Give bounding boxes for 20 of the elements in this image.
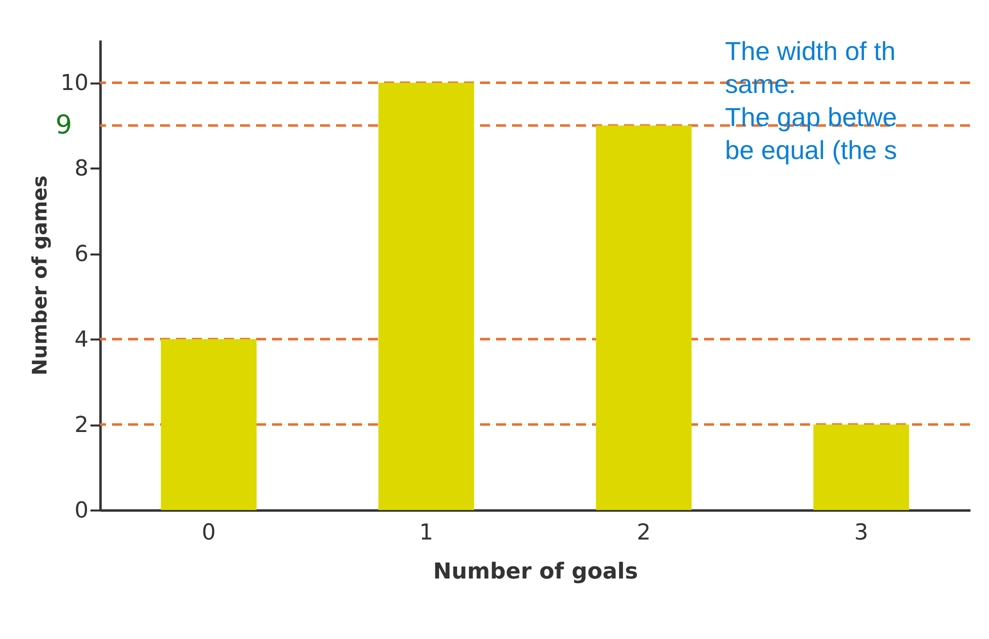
annotation: The width of th [725,36,896,66]
y-tick-label: 10 [60,71,88,96]
y-tick-label: 8 [74,156,88,182]
annotation: The gap betwe [725,102,898,132]
ref-line-label: 9 [55,110,72,140]
y-tick-label: 0 [74,498,88,524]
y-tick-label: 4 [74,328,88,353]
bar [813,424,910,510]
x-tick-label: 0 [202,520,216,546]
x-tick-label: 1 [419,520,434,546]
annotation: be equal (the s [725,135,898,165]
bar [160,339,257,510]
x-tick-label: 2 [636,520,651,546]
y-tick-label: 6 [74,242,88,268]
x-axis-title: Number of goals [433,560,638,584]
y-tick-label: 2 [74,413,88,438]
y-axis-title: Number of games [28,175,52,376]
bar [378,82,474,510]
bar [596,125,692,510]
x-tick-label: 3 [854,520,868,546]
